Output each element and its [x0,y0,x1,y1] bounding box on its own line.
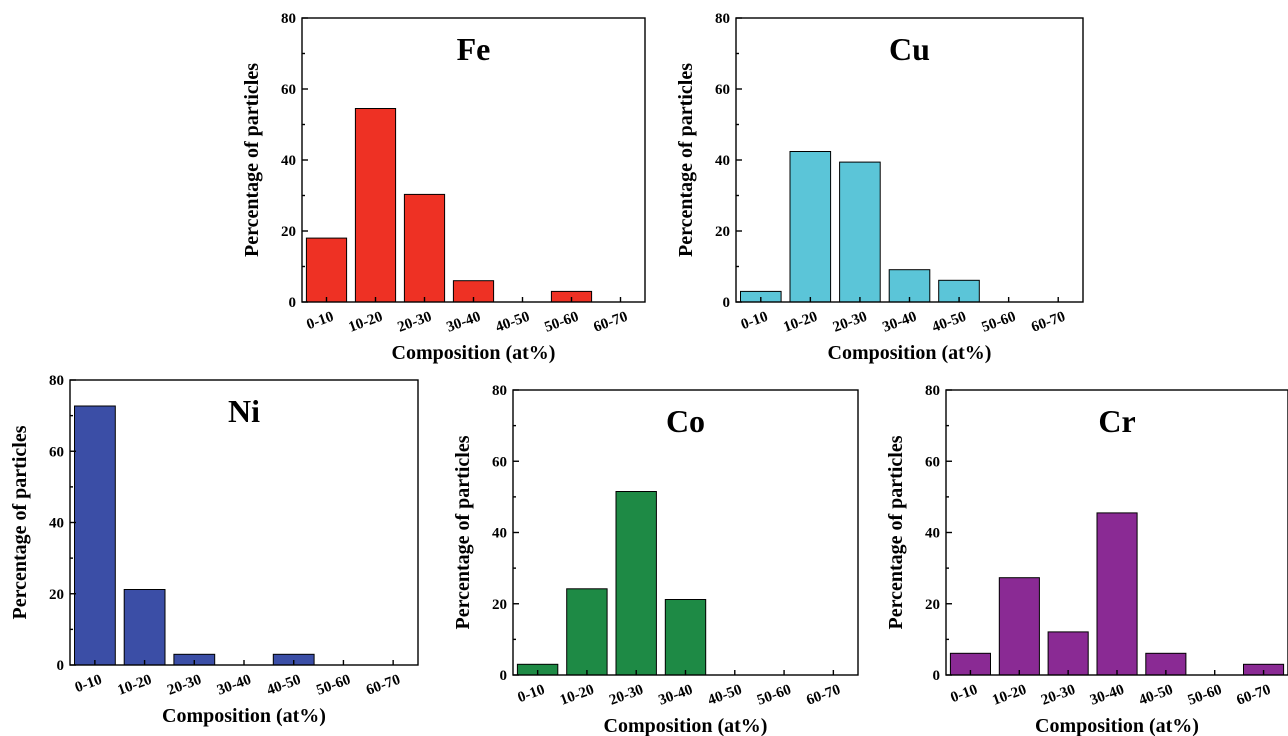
y-axis-title: Percentage of particles [452,435,474,629]
x-tick-label: 50-60 [314,672,352,699]
x-tick-label: 60-70 [1235,682,1273,709]
bar-10-20 [789,151,832,303]
x-tick-label: 50-60 [980,309,1018,336]
panel-title: Ni [228,393,260,429]
x-tick-label: 20-30 [396,309,434,336]
panel-title: Cu [889,31,930,67]
x-tick-label: 10-20 [990,682,1028,709]
x-tick-label: 10-20 [347,309,385,336]
x-axis-title: Composition (at%) [392,342,556,364]
x-tick-label: 40-50 [265,672,303,699]
y-tick-label: 60 [925,454,940,470]
y-tick-label: 40 [715,153,730,169]
x-tick-label: 50-60 [755,682,793,709]
bar-20-30 [615,491,657,676]
x-axis-title: Composition (at%) [162,705,326,727]
x-tick-label: 60-70 [592,309,630,336]
x-tick-label: 30-40 [657,682,695,709]
x-tick-label: 30-40 [445,309,483,336]
x-tick-label: 40-50 [494,309,532,336]
bar-10-20 [123,589,166,666]
panel-title: Co [666,403,705,439]
x-tick-label: 30-40 [1088,682,1126,709]
x-tick-label: 40-50 [930,309,968,336]
y-tick-label: 60 [715,82,730,98]
y-axis-title: Percentage of particles [241,63,263,257]
y-tick-label: 60 [492,454,507,470]
y-tick-label: 20 [281,224,296,240]
x-tick-label: 50-60 [543,309,581,336]
bar-0-10 [305,237,348,303]
bar-20-30 [1047,631,1089,676]
x-tick-label: 30-40 [881,309,919,336]
x-tick-label: 60-70 [1029,309,1067,336]
x-tick-label: 20-30 [831,309,869,336]
y-axis-title: Percentage of particles [675,63,697,257]
panel-cr: 0 20 40 60 80 0-10 10-20 20-30 30-40 40-50 50-60 60… [885,383,1288,736]
x-tick-label: 10-20 [558,682,596,709]
panel-cu: 0 20 40 60 80 0-10 10-20 20-30 30-40 40-50 50-60 60… [675,11,1084,364]
x-tick-label: 0-10 [739,309,770,333]
x-axis-title: Composition (at%) [828,342,992,364]
bar-10-20 [998,577,1040,676]
x-tick-label: 50-60 [1186,682,1224,709]
x-tick-label: 10-20 [116,672,154,699]
y-tick-label: 40 [925,526,940,542]
panel-ni: 0 20 40 60 80 0-10 10-20 20-30 30-40 40-50 50-60 60… [9,373,419,727]
y-tick-label: 80 [49,373,64,389]
bar-10-20 [566,588,608,676]
x-tick-label: 20-30 [165,672,203,699]
x-tick-label: 40-50 [706,682,744,709]
y-tick-label: 60 [49,444,64,460]
bar-20-30 [403,193,446,303]
y-tick-label: 20 [49,587,64,603]
y-tick-label: 20 [925,597,940,613]
y-tick-label: 20 [715,224,730,240]
x-tick-label: 20-30 [607,682,645,709]
x-tick-label: 30-40 [215,672,253,699]
x-tick-label: 0-10 [305,309,336,333]
y-tick-label: 40 [492,526,507,542]
y-tick-label: 0 [289,295,297,311]
x-axis-title: Composition (at%) [1035,715,1199,736]
panel-fe: 0 20 40 60 80 0-10 10-20 20-30 30-40 40-50 50-60 60… [241,11,646,364]
x-tick-label: 10-20 [781,309,819,336]
bar-30-40 [664,599,707,676]
x-axis-title: Composition (at%) [604,715,768,736]
y-tick-label: 0 [723,295,731,311]
x-tick-label: 0-10 [948,682,979,706]
y-tick-label: 20 [492,597,507,613]
y-tick-label: 80 [281,11,296,27]
bar-10-20 [354,108,397,303]
panel-title: Fe [457,31,491,67]
bar-30-40 [888,269,931,303]
y-axis-title: Percentage of particles [885,435,907,629]
bar-20-30 [839,161,881,303]
panel-co: 0 20 40 60 80 0-10 10-20 20-30 30-40 40-50 50-60 60… [452,383,859,736]
bar-30-40 [1096,512,1138,676]
y-tick-label: 60 [281,82,296,98]
y-tick-label: 40 [49,516,64,532]
x-tick-label: 60-70 [364,672,402,699]
bar-0-10 [74,405,116,666]
x-tick-label: 60-70 [804,682,842,709]
panel-title: Cr [1098,403,1135,439]
y-tick-label: 0 [933,668,941,684]
y-tick-label: 40 [281,153,296,169]
y-tick-label: 80 [715,11,730,27]
x-tick-label: 0-10 [516,682,547,706]
x-tick-label: 40-50 [1137,682,1175,709]
y-axis-title: Percentage of particles [9,425,31,619]
y-tick-label: 80 [925,383,940,399]
y-tick-label: 80 [492,383,507,399]
x-tick-label: 0-10 [73,672,104,696]
x-tick-label: 20-30 [1039,682,1077,709]
y-tick-label: 0 [57,658,65,674]
y-tick-label: 0 [500,668,508,684]
